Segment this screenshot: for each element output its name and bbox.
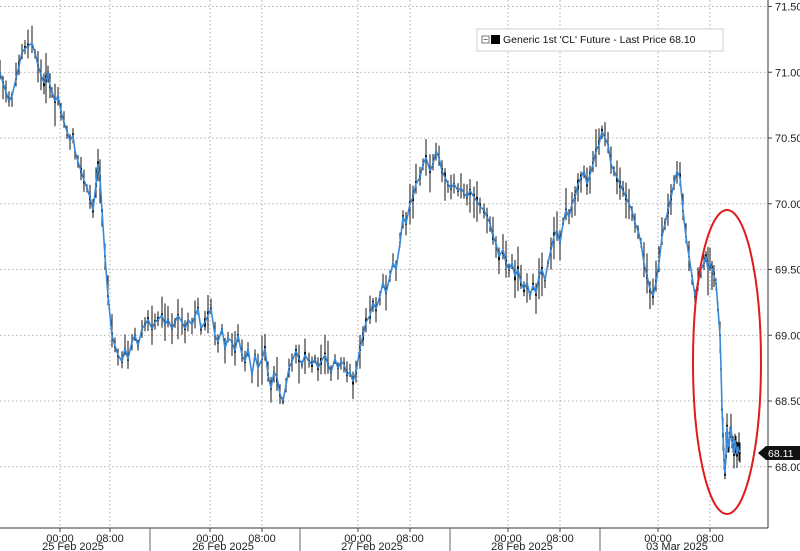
y-tick-label: 71.00 <box>775 67 800 79</box>
candle-body <box>444 172 446 178</box>
x-tick-label: 08:00 <box>696 533 724 545</box>
last-value-badge: 68.11 <box>758 446 800 460</box>
y-tick-label: 69.00 <box>775 330 800 342</box>
candle-body <box>425 155 427 158</box>
candle-body <box>450 188 452 190</box>
candle-body <box>565 208 567 211</box>
candle-body <box>476 196 478 203</box>
price-series-line <box>0 42 741 475</box>
x-tick-label: 00:00 <box>644 533 672 545</box>
candle-body <box>197 307 199 309</box>
x-tick-label: 08:00 <box>396 533 424 545</box>
candle-body <box>535 292 537 296</box>
y-tick-label: 70.00 <box>775 199 800 211</box>
candle-body <box>553 232 555 237</box>
x-date-label: 25 Feb 2025 <box>42 541 104 551</box>
candle-body <box>177 314 179 316</box>
y-tick-label: 68.00 <box>775 462 800 474</box>
candle-body <box>127 359 129 361</box>
y-tick-label: 69.50 <box>775 265 800 277</box>
candle-body <box>375 309 377 312</box>
y-tick-label: 70.50 <box>775 133 800 145</box>
x-axis: 00:00 08:00 00:00 08:00 00:00 08:00 00:00 08:00… <box>0 527 768 551</box>
candle-body <box>161 313 163 316</box>
candle-body <box>72 133 74 136</box>
y-tick-label: 71.50 <box>775 2 800 14</box>
candle-body <box>514 273 516 281</box>
y-axis: 71.50 71.00 70.50 70.00 69.50 69.00 68.50 68.00 <box>767 0 800 528</box>
x-tick-label: 00:00 <box>494 533 522 545</box>
candle-body <box>24 46 26 49</box>
candle-body <box>147 317 149 320</box>
x-tick-label: 00:00 <box>196 533 224 545</box>
x-date-label: 28 Feb 2025 <box>491 541 553 551</box>
candle-body <box>726 424 728 427</box>
candle-body <box>217 342 219 344</box>
y-tick-label: 68.50 <box>775 396 800 408</box>
candle-body <box>304 351 306 356</box>
x-date-label: 26 Feb 2025 <box>192 541 254 551</box>
last-value-label: 68.11 <box>768 448 794 460</box>
candle-body <box>207 311 209 315</box>
grid-lines <box>0 0 768 528</box>
x-date-label: 03 Mar 2025 <box>646 541 708 551</box>
legend-swatch <box>491 35 500 44</box>
candle-body <box>264 345 266 350</box>
candle-body <box>739 452 741 454</box>
candle-body <box>415 181 417 184</box>
candle-body <box>473 194 475 197</box>
candle-body <box>517 266 519 270</box>
x-tick-label: 00:00 <box>344 533 372 545</box>
candle-marks <box>0 25 741 480</box>
x-tick-label: 08:00 <box>546 533 574 545</box>
highlight-circle <box>692 209 762 515</box>
candle-body <box>324 352 326 355</box>
legend-label: Generic 1st 'CL' Future - Last Price 68.… <box>503 34 696 46</box>
candle-body <box>616 177 618 182</box>
x-tick-label: 00:00 <box>46 533 74 545</box>
x-date-label: 27 Feb 2025 <box>341 541 403 551</box>
candle-body <box>270 388 272 390</box>
legend: Generic 1st 'CL' Future - Last Price 68.… <box>476 28 724 52</box>
x-tick-label: 08:00 <box>96 533 124 545</box>
candle-body <box>532 282 534 285</box>
candle-body <box>365 318 367 323</box>
x-tick-label: 08:00 <box>248 533 276 545</box>
legend-box <box>476 28 724 52</box>
candle-body <box>498 254 500 261</box>
